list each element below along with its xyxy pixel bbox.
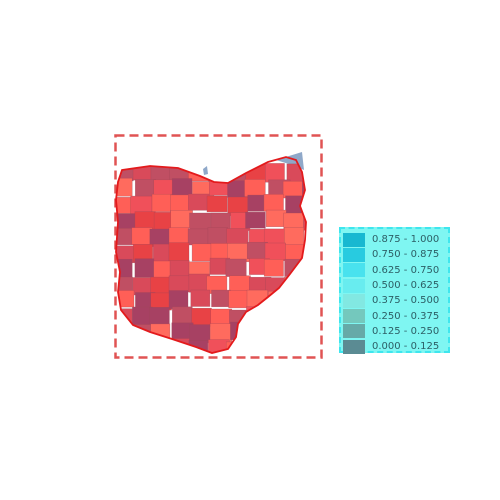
legend-label: 0.875 - 1.000 xyxy=(372,234,440,246)
county-shape xyxy=(116,177,133,197)
county-shape xyxy=(132,324,153,344)
county-shape xyxy=(282,322,305,342)
county-shape xyxy=(264,242,286,261)
county-shape xyxy=(190,289,211,307)
county-shape xyxy=(168,242,190,262)
legend-label: 0.625 - 0.750 xyxy=(372,264,440,276)
legend-item: 0.250 - 0.375 xyxy=(343,308,445,324)
legend-swatch xyxy=(343,293,365,308)
county-shape xyxy=(172,306,193,326)
county-shape xyxy=(264,306,285,324)
legend-swatch xyxy=(343,247,365,262)
county-shape xyxy=(249,322,269,342)
county-shape xyxy=(191,307,212,327)
legend-label: 0.750 - 0.875 xyxy=(372,249,440,261)
legend-label: 0.500 - 0.625 xyxy=(372,280,440,292)
legend-label: 0.125 - 0.250 xyxy=(372,325,440,337)
county-shape xyxy=(206,195,228,213)
legend-item: 0.500 - 0.625 xyxy=(343,278,445,293)
county-shape xyxy=(230,321,250,341)
county-shape xyxy=(168,227,189,246)
county-shape xyxy=(225,258,247,277)
legend-label: 0.000 - 0.125 xyxy=(372,341,440,353)
county-shape xyxy=(245,211,266,229)
county-shape xyxy=(303,243,306,262)
county-shape xyxy=(246,338,268,353)
county-shape xyxy=(131,227,153,245)
legend-item: 0.000 - 0.125 xyxy=(343,339,445,354)
state-outline xyxy=(115,156,307,354)
county-shape xyxy=(266,325,287,343)
legend-swatch xyxy=(343,263,365,278)
county-shape xyxy=(265,163,285,183)
legend-label: 0.375 - 0.500 xyxy=(372,295,440,307)
legend-item: 0.750 - 0.875 xyxy=(343,247,445,262)
county-grid xyxy=(116,161,306,353)
county-shape xyxy=(282,290,303,309)
county-shape xyxy=(134,258,155,278)
legend-label: 0.250 - 0.375 xyxy=(372,310,440,322)
legend-item: 0.625 - 0.750 xyxy=(343,263,445,278)
county-shape xyxy=(168,275,191,293)
legend-item: 0.875 - 1.000 xyxy=(343,232,445,247)
county-shape xyxy=(131,340,152,353)
legend-swatch xyxy=(343,324,365,339)
county-shape xyxy=(209,323,232,343)
county-shape xyxy=(246,241,268,259)
county-shape xyxy=(134,211,156,231)
county-shape xyxy=(168,290,189,309)
county-shape xyxy=(303,213,306,231)
county-shape xyxy=(153,339,175,353)
county-shape xyxy=(244,179,266,197)
county-shape xyxy=(211,289,231,308)
county-shape xyxy=(151,193,173,212)
county-shape xyxy=(284,227,305,247)
county-shape xyxy=(150,276,172,294)
legend-item: 0.375 - 0.500 xyxy=(343,293,445,308)
small-water xyxy=(203,166,208,175)
county-shape xyxy=(188,193,210,211)
county-shape xyxy=(282,180,306,199)
county-shape xyxy=(304,292,306,313)
county-shape xyxy=(267,338,288,353)
legend-item: 0.125 - 0.250 xyxy=(343,324,445,339)
legend-swatch xyxy=(343,309,365,324)
county-shape xyxy=(283,306,306,324)
legend-swatch xyxy=(343,232,365,247)
county-shape xyxy=(305,260,306,280)
county-shape xyxy=(149,307,170,327)
legend-swatch xyxy=(343,278,365,293)
county-shape xyxy=(263,259,284,277)
county-shape xyxy=(265,209,287,227)
county-shape xyxy=(187,228,210,246)
county-shape xyxy=(263,194,284,212)
county-shape xyxy=(228,290,249,309)
county-shape xyxy=(207,227,228,246)
county-shape xyxy=(304,338,306,353)
map-legend: 0.875 - 1.000 0.750 - 0.875 0.625 - 0.75… xyxy=(339,227,450,354)
county-shape xyxy=(284,276,305,296)
county-shape xyxy=(188,273,210,293)
county-shape xyxy=(302,306,306,324)
county-shape xyxy=(189,212,212,231)
legend-swatch xyxy=(343,339,365,354)
